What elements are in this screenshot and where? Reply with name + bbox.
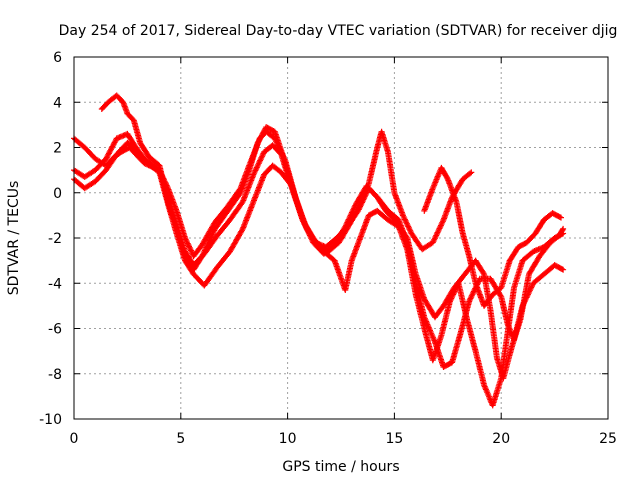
- y-tick-label: 0: [53, 186, 62, 202]
- data-point: [467, 170, 474, 177]
- y-tick-label: 4: [53, 95, 62, 111]
- y-tick-label: -10: [39, 412, 62, 428]
- y-tick-label: -4: [48, 276, 62, 292]
- data-point: [468, 169, 475, 176]
- y-tick-label: -6: [48, 322, 62, 338]
- data-point: [560, 266, 567, 273]
- data-point: [444, 174, 451, 181]
- x-tick-label: 10: [279, 431, 297, 447]
- y-tick-label: 2: [53, 141, 62, 157]
- y-tick-label: 6: [53, 50, 62, 66]
- x-tick-label: 25: [599, 431, 617, 447]
- series-4: [98, 92, 567, 382]
- y-axis-label: SDTVAR / TECUs: [6, 181, 22, 296]
- x-tick-label: 0: [70, 431, 79, 447]
- data-point: [401, 216, 408, 223]
- data-point: [560, 225, 567, 232]
- data-point: [186, 243, 192, 250]
- y-tick-label: -2: [48, 231, 62, 247]
- series-5: [421, 164, 564, 309]
- data-point: [558, 214, 564, 221]
- y-tick-label: -8: [48, 367, 62, 383]
- data-points: [71, 92, 567, 409]
- x-tick-label: 20: [492, 431, 510, 447]
- data-point: [558, 266, 565, 272]
- x-axis-label: GPS time / hours: [282, 459, 399, 475]
- data-point: [403, 233, 410, 240]
- chart-title: Day 254 of 2017, Sidereal Day-to-day VTE…: [59, 23, 618, 39]
- axis-ticks: 0 5 10 15 20 25 -10 -8 -6 -4 -2 0 2 4 6: [39, 50, 617, 447]
- x-tick-label: 5: [176, 431, 185, 447]
- data-point: [497, 292, 504, 299]
- data-point: [559, 227, 566, 234]
- data-point: [480, 270, 487, 276]
- x-tick-label: 15: [385, 431, 403, 447]
